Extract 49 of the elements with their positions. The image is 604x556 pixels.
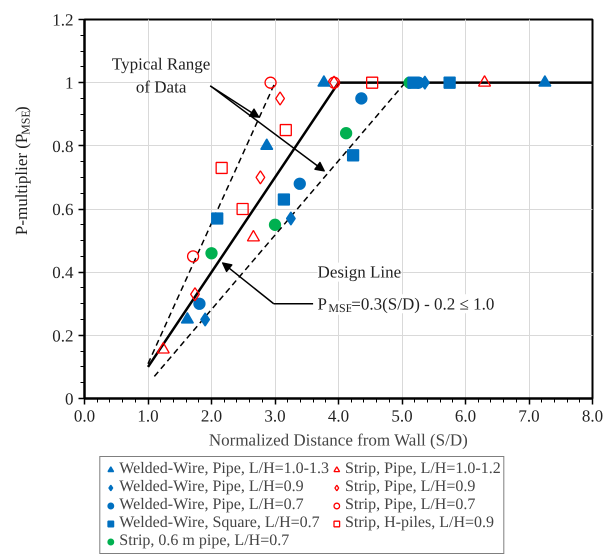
annotation: Design Line (318, 262, 402, 282)
legend-label: Welded-Wire, Pipe, L/H=0.9 (119, 478, 304, 496)
x-tick-label: 0.0 (74, 406, 96, 426)
x-tick-label: 4.0 (328, 406, 350, 426)
point (186, 250, 200, 263)
y-tick-label: 0 (65, 390, 74, 408)
point (275, 91, 286, 106)
point (366, 76, 378, 89)
legend-label: Strip, Pipe, L/H=0.7 (345, 496, 476, 514)
x-tick-label: 6.0 (454, 406, 476, 426)
point (216, 162, 228, 174)
point (294, 178, 306, 190)
x-tick-label: 1.0 (137, 406, 159, 426)
point (255, 170, 266, 185)
point (278, 193, 290, 206)
x-tick-label: 7.0 (518, 406, 540, 426)
x-tick-label: 2.0 (200, 406, 222, 426)
x-axis-title: Normalized Distance from Wall (S/D) (208, 430, 468, 450)
y-tick-label: 1.2 (52, 10, 74, 30)
legend-label: Welded-Wire, Pipe, L/H=0.7 (119, 496, 304, 514)
point (200, 312, 210, 327)
legend-label: Strip, 0.6 m pipe, L/H=0.7 (119, 532, 290, 550)
y-tick-label: 0.8 (52, 136, 74, 156)
point (340, 127, 352, 140)
annotation: Typical Range of Data (112, 54, 210, 96)
x-tick-label: 8.0 (582, 406, 604, 426)
legend-label: Strip, Pipe, L/H=0.9 (345, 478, 476, 496)
y-tick-label: 0.4 (52, 263, 74, 282)
point (443, 76, 456, 89)
point (264, 76, 277, 89)
point (236, 202, 249, 216)
y-tick-label: 0.2 (52, 326, 74, 346)
point (193, 298, 206, 310)
point (355, 92, 368, 105)
legend-label: Strip, Pipe, L/H=1.0-1.2 (345, 460, 501, 478)
point (205, 247, 218, 260)
x-tick-label: 5.0 (391, 406, 413, 426)
point (268, 218, 282, 231)
point (346, 149, 360, 162)
y-tick-label: 1 (65, 74, 74, 93)
legend-label: Welded-Wire, Pipe, L/H=1.0-1.3 (119, 460, 330, 478)
point (286, 211, 296, 226)
point (280, 124, 292, 136)
x-tick-label: 3.0 (264, 406, 286, 426)
point (211, 212, 224, 225)
legend-label: Strip, H-piles, L/H=0.9 (345, 514, 494, 532)
legend-label: Welded-Wire, Square, L/H=0.7 (119, 514, 320, 532)
y-axis-title: P-multiplier (PMSE) (12, 106, 32, 236)
y-tick-label: 0.6 (52, 200, 74, 219)
